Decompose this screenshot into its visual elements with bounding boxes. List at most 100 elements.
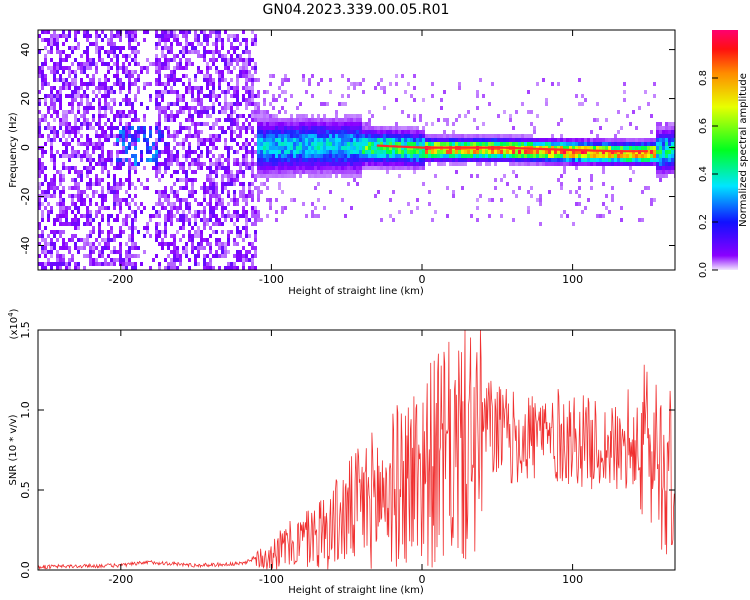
heatmap-cell	[83, 198, 86, 202]
heatmap-cell	[41, 250, 44, 254]
heatmap-cell	[188, 42, 191, 46]
heatmap-cell	[665, 138, 668, 142]
heatmap-cell	[602, 138, 605, 142]
heatmap-cell	[74, 150, 77, 154]
heatmap-cell	[119, 242, 122, 246]
heatmap-cell	[500, 138, 503, 142]
heatmap-cell	[218, 126, 221, 130]
heatmap-cell	[476, 106, 479, 110]
heatmap-cell	[185, 170, 188, 174]
heatmap-cell	[53, 234, 56, 238]
heatmap-cell	[656, 138, 659, 142]
heatmap-cell	[128, 170, 131, 174]
heatmap-cell	[173, 170, 176, 174]
heatmap-cell	[236, 210, 239, 214]
heatmap-cell	[350, 154, 353, 158]
heatmap-cell	[260, 110, 263, 114]
heatmap-cell	[395, 130, 398, 134]
heatmap-cell	[50, 50, 53, 54]
heatmap-cell	[77, 266, 80, 270]
heatmap-cell	[74, 214, 77, 218]
heatmap-cell	[353, 166, 356, 170]
heatmap-cell	[389, 166, 392, 170]
heatmap-cell	[89, 106, 92, 110]
heatmap-cell	[98, 98, 101, 102]
heatmap-cell	[158, 190, 161, 194]
heatmap-cell	[92, 166, 95, 170]
heatmap-cell	[659, 166, 662, 170]
heatmap-cell	[311, 134, 314, 138]
heatmap-cell	[122, 66, 125, 70]
heatmap-cell	[167, 134, 170, 138]
heatmap-cell	[41, 170, 44, 174]
heatmap-cell	[308, 118, 311, 122]
heatmap-cell	[125, 102, 128, 106]
heatmap-cell	[116, 202, 119, 206]
heatmap-cell	[200, 150, 203, 154]
heatmap-cell	[62, 78, 65, 82]
heatmap-cell	[296, 130, 299, 134]
heatmap-cell	[191, 86, 194, 90]
heatmap-cell	[245, 126, 248, 130]
heatmap-cell	[221, 38, 224, 42]
heatmap-cell	[341, 154, 344, 158]
heatmap-cell	[263, 90, 266, 94]
heatmap-cell	[224, 170, 227, 174]
heatmap-cell	[287, 154, 290, 158]
heatmap-cell	[338, 134, 341, 138]
heatmap-cell	[515, 150, 518, 154]
heatmap-cell	[644, 162, 647, 166]
heatmap-cell	[560, 142, 563, 146]
heatmap-cell	[659, 130, 662, 134]
heatmap-cell	[446, 154, 449, 158]
heatmap-cell	[107, 234, 110, 238]
heatmap-cell	[164, 162, 167, 166]
heatmap-cell	[227, 234, 230, 238]
heatmap-cell	[164, 166, 167, 170]
heatmap-cell	[359, 166, 362, 170]
heatmap-cell	[77, 186, 80, 190]
heatmap-cell	[278, 94, 281, 98]
heatmap-cell	[47, 214, 50, 218]
heatmap-cell	[242, 206, 245, 210]
heatmap-cell	[521, 154, 524, 158]
heatmap-cell	[125, 250, 128, 254]
heatmap-cell	[164, 258, 167, 262]
heatmap-cell	[257, 174, 260, 178]
heatmap-cell	[278, 130, 281, 134]
heatmap-cell	[602, 146, 605, 150]
heatmap-cell	[215, 162, 218, 166]
heatmap-cell	[149, 62, 152, 66]
heatmap-cell	[224, 254, 227, 258]
heatmap-cell	[614, 158, 617, 162]
heatmap-cell	[629, 146, 632, 150]
heatmap-cell	[107, 190, 110, 194]
heatmap-cell	[233, 90, 236, 94]
heatmap-cell	[317, 214, 320, 218]
heatmap-cell	[371, 146, 374, 150]
heatmap-cell	[335, 126, 338, 130]
heatmap-cell	[407, 130, 410, 134]
heatmap-cell	[170, 134, 173, 138]
heatmap-cell	[239, 74, 242, 78]
heatmap-cell	[563, 154, 566, 158]
heatmap-cell	[89, 198, 92, 202]
heatmap-cell	[614, 134, 617, 138]
heatmap-cell	[365, 142, 368, 146]
heatmap-cell	[302, 138, 305, 142]
heatmap-cell	[245, 258, 248, 262]
heatmap-cell	[233, 110, 236, 114]
heatmap-cell	[362, 158, 365, 162]
heatmap-cell	[431, 218, 434, 222]
heatmap-cell	[191, 118, 194, 122]
heatmap-cell	[233, 66, 236, 70]
heatmap-cell	[44, 250, 47, 254]
heatmap-cell	[617, 154, 620, 158]
heatmap-cell	[230, 42, 233, 46]
heatmap-cell	[605, 142, 608, 146]
heatmap-cell	[77, 238, 80, 242]
heatmap-cell	[197, 254, 200, 258]
heatmap-cell	[236, 98, 239, 102]
heatmap-cell	[53, 222, 56, 226]
heatmap-cell	[290, 154, 293, 158]
